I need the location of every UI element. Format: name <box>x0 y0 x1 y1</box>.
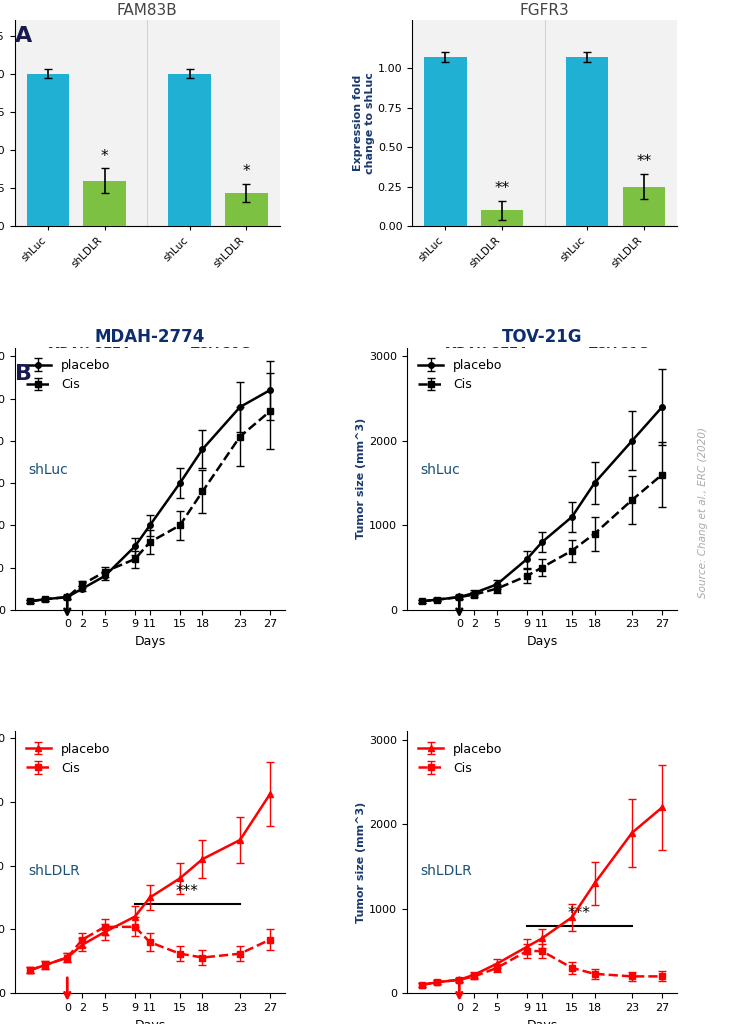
Text: MDAH-2774: MDAH-2774 <box>445 346 528 358</box>
Bar <box>225 193 268 226</box>
Text: shLDLR: shLDLR <box>28 864 80 879</box>
X-axis label: Days: Days <box>526 1019 558 1024</box>
Bar <box>26 74 69 226</box>
Text: shLuc: shLuc <box>28 463 68 476</box>
Title: TOV-21G: TOV-21G <box>502 329 582 346</box>
Legend: placebo, Cis: placebo, Cis <box>413 354 507 396</box>
Text: ***: *** <box>568 905 591 921</box>
Title: FAM83B: FAM83B <box>117 3 177 18</box>
Bar <box>623 186 665 226</box>
Bar <box>566 57 609 226</box>
Text: *: * <box>243 164 250 179</box>
Text: shLuc: shLuc <box>420 463 460 476</box>
X-axis label: Days: Days <box>526 635 558 648</box>
Bar <box>83 180 126 226</box>
Y-axis label: Tumor size (mm^3): Tumor size (mm^3) <box>356 802 366 923</box>
Title: MDAH-2774: MDAH-2774 <box>95 329 205 346</box>
Legend: placebo, Cis: placebo, Cis <box>21 737 116 780</box>
Y-axis label: Expression fold
change to shLuc: Expression fold change to shLuc <box>353 73 375 174</box>
Bar <box>424 57 467 226</box>
X-axis label: Days: Days <box>134 635 166 648</box>
Text: MDAH-2774: MDAH-2774 <box>48 346 130 358</box>
Text: B: B <box>15 364 32 384</box>
Bar <box>481 211 523 226</box>
Legend: placebo, Cis: placebo, Cis <box>21 354 116 396</box>
Text: TOV-21G: TOV-21G <box>191 346 252 358</box>
Text: **: ** <box>636 155 651 169</box>
Legend: placebo, Cis: placebo, Cis <box>413 737 507 780</box>
Text: TOV-21G: TOV-21G <box>589 346 649 358</box>
Title: FGFR3: FGFR3 <box>520 3 570 18</box>
X-axis label: Days: Days <box>134 1019 166 1024</box>
Text: Source: Chang et al., ERC (2020): Source: Chang et al., ERC (2020) <box>698 427 708 597</box>
Bar <box>169 74 211 226</box>
Text: *: * <box>101 148 108 164</box>
Y-axis label: Tumor size (mm^3): Tumor size (mm^3) <box>356 418 366 540</box>
Text: A: A <box>15 26 32 46</box>
Text: **: ** <box>495 181 510 197</box>
Text: ***: *** <box>176 884 199 899</box>
Text: shLDLR: shLDLR <box>420 864 472 879</box>
